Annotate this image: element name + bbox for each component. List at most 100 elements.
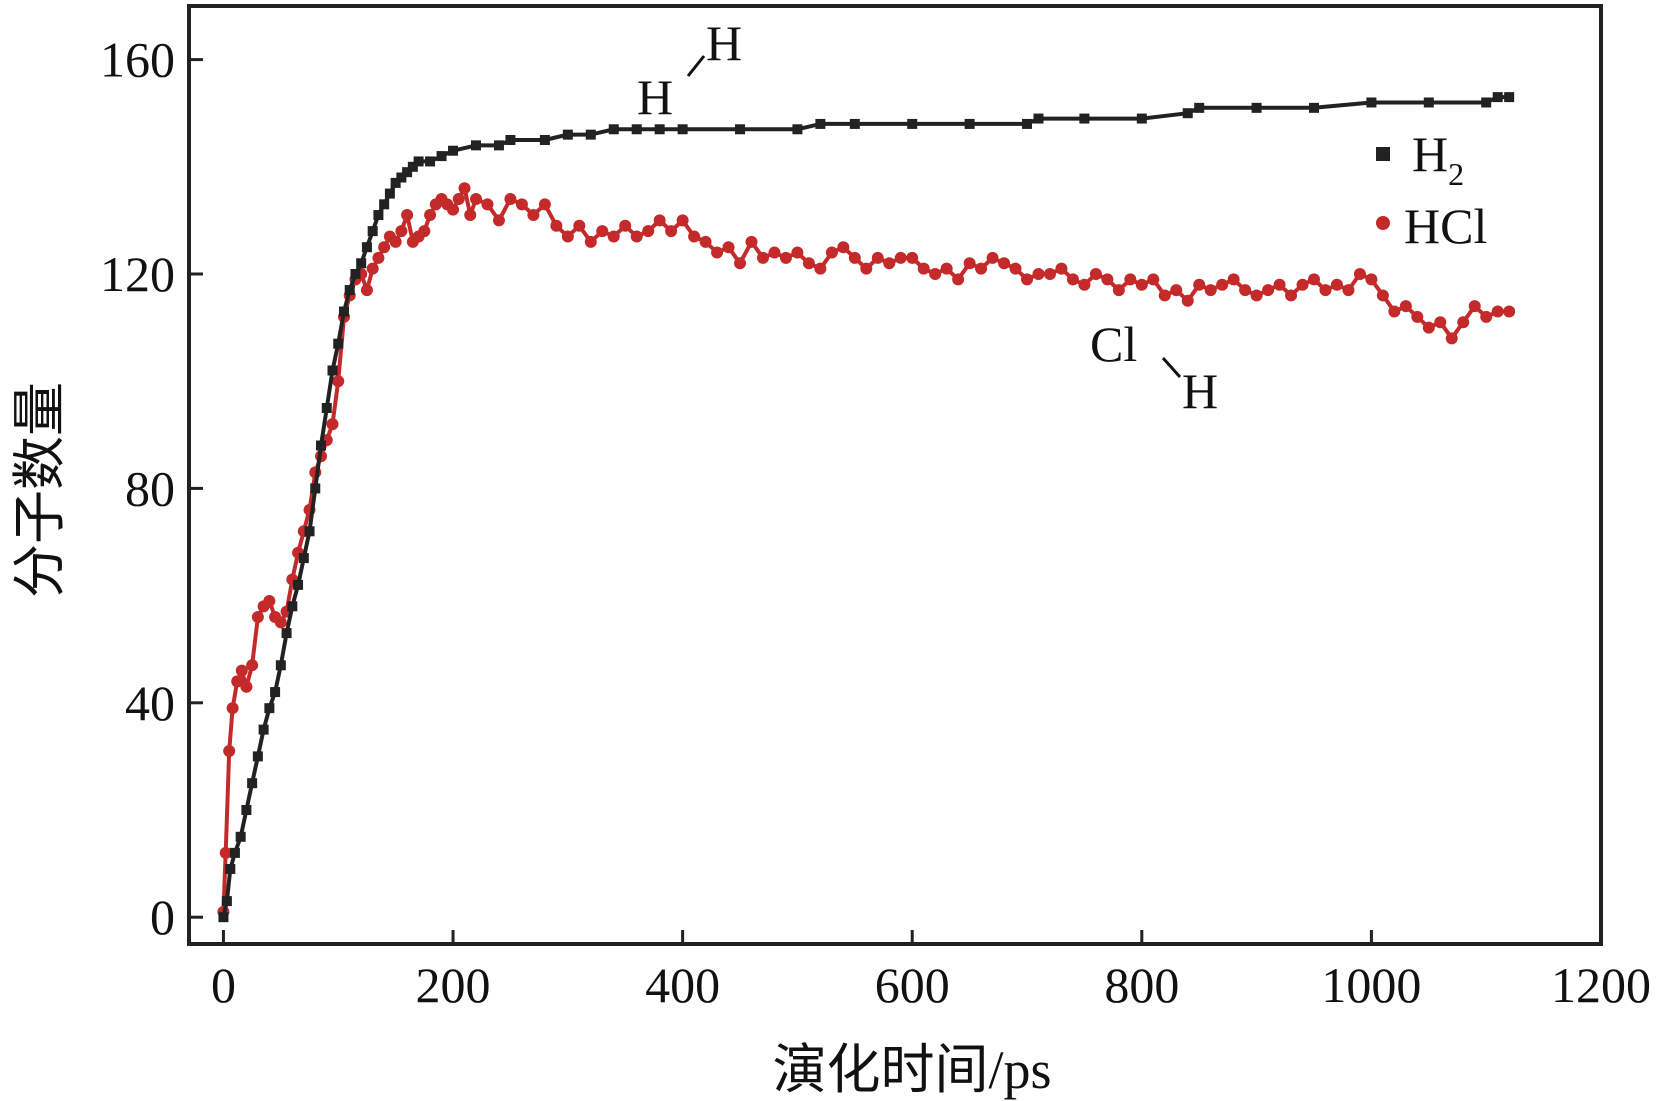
data-point-hcl [986, 251, 999, 264]
data-point-hcl [825, 246, 838, 259]
data-point-hcl [1193, 278, 1206, 291]
data-point-hcl [1262, 284, 1275, 297]
data-point-h2 [384, 188, 395, 199]
data-point-hcl [515, 198, 528, 211]
data-point-hcl [1124, 273, 1137, 286]
data-point-hcl [366, 262, 379, 275]
data-point-hcl [1353, 268, 1366, 280]
data-point-hcl [274, 616, 287, 629]
series-layer [217, 92, 1516, 923]
data-point-hcl [424, 209, 437, 222]
data-point-hcl [223, 745, 236, 758]
data-point-hcl [458, 182, 471, 195]
data-point-h2 [907, 118, 918, 129]
data-point-hcl [779, 251, 792, 264]
data-point-h2 [333, 338, 344, 349]
data-point-hcl [917, 262, 930, 275]
data-point-hcl [871, 251, 884, 264]
data-point-h2 [470, 140, 481, 151]
data-point-hcl [1480, 310, 1493, 323]
data-point-h2 [252, 751, 263, 762]
data-point-hcl [492, 214, 505, 227]
data-point-hcl [1296, 278, 1309, 291]
data-point-h2 [1182, 108, 1193, 119]
legend-hcl-label: HCl [1404, 198, 1487, 254]
data-point-h2 [585, 129, 596, 140]
y-tick-label: 160 [100, 32, 175, 88]
data-point-hcl [1147, 273, 1160, 286]
data-point-hcl [1308, 273, 1321, 286]
data-point-hcl [481, 198, 494, 211]
data-point-hcl [1434, 316, 1447, 329]
data-point-h2 [1481, 97, 1492, 108]
x-tick-label: 200 [416, 957, 491, 1013]
data-point-hcl [883, 257, 896, 270]
data-point-h2 [562, 129, 573, 140]
data-point-hcl [665, 225, 678, 238]
data-point-hcl [1135, 278, 1148, 291]
data-point-hcl [1158, 289, 1171, 302]
data-point-h2 [379, 199, 390, 210]
data-point-hcl [401, 209, 414, 222]
data-point-hcl [1032, 268, 1045, 280]
data-point-hcl [814, 262, 827, 275]
data-point-hcl [1170, 284, 1183, 297]
data-point-h2 [258, 724, 269, 735]
data-point-hcl [699, 235, 712, 248]
data-point-hcl [791, 246, 804, 259]
h2-atom-1: H [637, 69, 673, 125]
data-point-h2 [654, 124, 665, 135]
x-axis-title: 演化时间/ps [772, 1040, 1051, 1100]
data-point-h2 [241, 805, 252, 815]
data-point-hcl [963, 257, 976, 270]
data-point-h2 [539, 135, 550, 145]
data-point-h2 [293, 579, 304, 590]
data-point-hcl [1411, 310, 1424, 323]
data-point-h2 [1309, 102, 1320, 113]
hcl-atom-2: H [1182, 363, 1218, 419]
series-hcl [217, 182, 1516, 918]
data-point-h2 [270, 687, 281, 698]
data-point-hcl [837, 241, 850, 254]
data-point-h2 [298, 553, 309, 564]
legend-h2-label: H2 [1412, 126, 1464, 192]
y-axis-ticks: 0 40 80 120 160 [100, 32, 203, 945]
data-point-h2 [344, 285, 355, 296]
data-point-h2 [1492, 92, 1503, 103]
legend-h2-label-main: H [1412, 126, 1448, 182]
data-point-h2 [338, 306, 349, 317]
x-tick-label: 600 [875, 957, 950, 1013]
data-point-h2 [327, 365, 338, 376]
data-point-hcl [1422, 321, 1435, 334]
data-point-hcl [1043, 268, 1056, 280]
data-point-h2 [1033, 113, 1044, 124]
data-point-hcl [1101, 273, 1114, 286]
series-line-h2 [221, 95, 1510, 918]
data-point-hcl [326, 418, 339, 431]
data-point-h2 [367, 226, 378, 237]
data-point-h2 [448, 145, 459, 156]
data-point-hcl [1204, 284, 1217, 297]
data-point-hcl [848, 251, 861, 264]
data-point-hcl [607, 230, 620, 243]
x-tick-label: 400 [645, 957, 720, 1013]
data-point-h2 [281, 628, 292, 639]
series-h2 [218, 92, 1515, 923]
data-point-hcl [372, 251, 385, 264]
data-point-hcl [653, 214, 666, 227]
data-point-hcl [642, 225, 655, 238]
data-point-hcl [929, 268, 942, 280]
data-point-hcl [1285, 289, 1298, 302]
data-point-h2 [361, 242, 372, 253]
x-tick-label: 800 [1104, 957, 1179, 1013]
data-point-hcl [619, 219, 632, 232]
data-point-hcl [527, 209, 540, 222]
data-point-hcl [263, 594, 276, 607]
data-point-hcl [1503, 305, 1516, 318]
data-point-hcl [860, 262, 873, 275]
data-point-hcl [1250, 289, 1263, 302]
data-point-h2 [436, 151, 447, 162]
data-point-h2 [493, 140, 504, 151]
data-point-hcl [235, 664, 248, 677]
